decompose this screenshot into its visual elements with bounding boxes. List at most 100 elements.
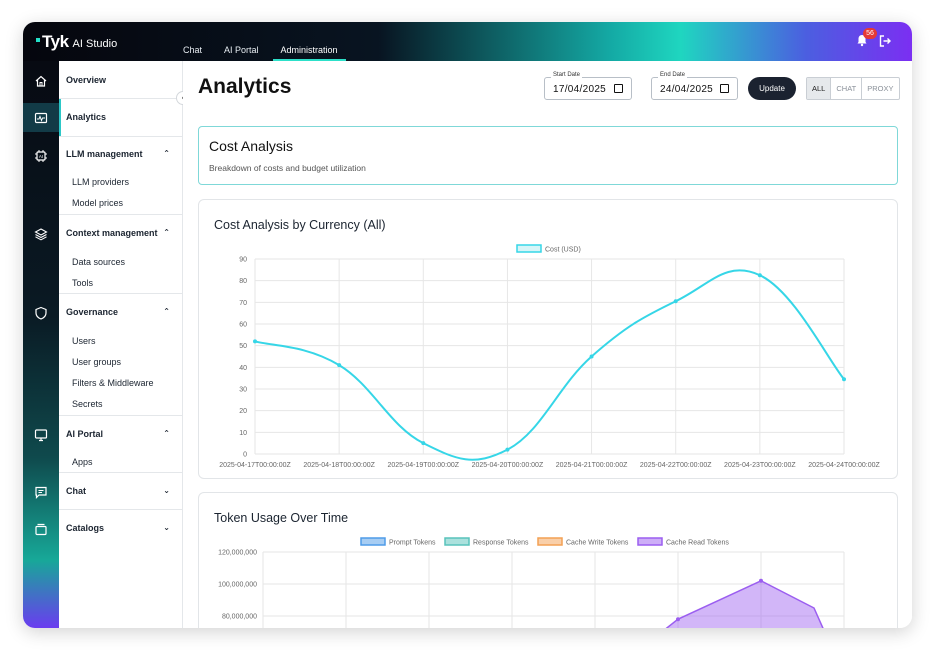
filter-proxy-button[interactable]: PROXY	[861, 78, 898, 99]
data-point	[505, 447, 510, 452]
y-tick-label: 120,000,000	[218, 550, 257, 557]
cost-analysis-subtitle: Breakdown of costs and budget utilizatio…	[209, 163, 366, 173]
y-tick-label: 10	[239, 430, 247, 437]
source-filter-group: ALL CHAT PROXY	[806, 77, 900, 100]
chevron-up-icon: ⌃	[163, 429, 170, 438]
main-content: Analytics Start Date 17/04/2025 End Date…	[183, 61, 912, 628]
cost-chart: Cost (USD) 0 10 20 30 40 50 60 70 80 90 2025-04-17T…	[219, 244, 881, 469]
logo[interactable]: Tyk AI Studio	[36, 32, 117, 52]
sidebar-item-ai-portal[interactable]: AI Portal ⌃	[66, 429, 170, 439]
data-point	[337, 363, 342, 368]
y-tick-label: 20	[239, 408, 247, 415]
top-bar: Tyk AI Studio Chat AI Portal Administrati…	[23, 22, 912, 61]
chevron-down-icon: ⌄	[163, 486, 170, 495]
data-point	[676, 617, 680, 622]
update-button[interactable]: Update	[748, 77, 796, 100]
sidebar-item-apps[interactable]: Apps	[72, 457, 93, 467]
calendar-icon[interactable]	[614, 84, 623, 93]
sidebar: Overview Analytics LLM management ⌃ LLM p…	[59, 61, 183, 628]
tab-ai-portal[interactable]: AI Portal	[224, 45, 259, 55]
notification-badge: 56	[863, 28, 877, 39]
x-tick-label: 2025-04-18T00:00:00Z	[303, 462, 375, 469]
sidebar-item-overview[interactable]: Overview	[66, 75, 107, 85]
monitor-icon[interactable]	[34, 428, 48, 442]
chat-icon[interactable]	[34, 485, 48, 499]
start-date-field[interactable]: Start Date 17/04/2025	[544, 72, 632, 100]
llm-chip-icon[interactable]: AI	[34, 149, 48, 163]
legend-swatch	[444, 537, 470, 546]
end-date-field[interactable]: End Date 24/04/2025	[651, 72, 738, 100]
legend-label: Prompt Tokens	[389, 540, 436, 547]
legend-label: Cache Read Tokens	[666, 540, 729, 547]
y-tick-label: 80	[239, 278, 247, 285]
tab-chat[interactable]: Chat	[183, 45, 203, 55]
sidebar-divider	[59, 293, 182, 294]
x-tick-label: 2025-04-21T00:00:00Z	[556, 462, 628, 469]
sidebar-item-model-prices[interactable]: Model prices	[72, 198, 124, 208]
x-tick-label: 2025-04-22T00:00:00Z	[640, 462, 712, 469]
y-tick-label: 100,000,000	[218, 582, 257, 589]
filter-chat-button[interactable]: CHAT	[830, 78, 861, 99]
sidebar-item-analytics[interactable]: Analytics	[66, 112, 107, 122]
y-tick-label: 70	[239, 300, 247, 307]
shield-icon[interactable]	[34, 306, 48, 320]
logout-icon[interactable]	[878, 34, 892, 48]
cost-chart-card: Cost Analysis by Currency (All) Cost (US…	[198, 199, 898, 479]
chevron-up-icon: ⌃	[163, 228, 170, 237]
sidebar-item-llm-management[interactable]: LLM management ⌃	[66, 149, 170, 159]
catalog-icon[interactable]	[34, 522, 48, 536]
y-tick-label: 50	[239, 343, 247, 350]
page-title: Analytics	[198, 75, 292, 98]
sidebar-item-catalogs[interactable]: Catalogs ⌄	[66, 523, 170, 533]
sidebar-item-users[interactable]: Users	[72, 336, 96, 346]
layers-icon[interactable]	[34, 227, 48, 241]
chevron-up-icon: ⌃	[163, 149, 170, 158]
x-tick-label: 2025-04-23T00:00:00Z	[724, 462, 796, 469]
y-tick-label: 40	[239, 365, 247, 372]
series-area-cache-read	[665, 579, 824, 628]
tab-administration[interactable]: Administration	[272, 45, 346, 61]
chevron-down-icon: ⌄	[163, 523, 170, 532]
cost-analysis-title: Cost Analysis	[209, 138, 294, 154]
x-tick-label: 2025-04-24T00:00:00Z	[808, 462, 880, 469]
token-chart-title: Token Usage Over Time	[214, 511, 349, 525]
sidebar-divider	[59, 98, 182, 99]
sidebar-item-llm-providers[interactable]: LLM providers	[72, 177, 130, 187]
sidebar-item-chat[interactable]: Chat ⌄	[66, 486, 170, 496]
analytics-icon[interactable]	[34, 111, 48, 125]
sidebar-item-secrets[interactable]: Secrets	[72, 399, 103, 409]
chevron-up-icon: ⌃	[163, 307, 170, 316]
x-tick-label: 2025-04-17T00:00:00Z	[219, 462, 291, 469]
filter-all-button[interactable]: ALL	[807, 78, 831, 99]
rail-active-indicator	[23, 103, 59, 132]
calendar-icon[interactable]	[720, 84, 729, 93]
sidebar-item-filters[interactable]: Filters & Middleware	[72, 378, 154, 388]
data-point	[673, 299, 678, 304]
sidebar-item-user-groups[interactable]: User groups	[72, 357, 122, 367]
cost-chart-title: Cost Analysis by Currency (All)	[214, 218, 386, 232]
legend-swatch	[637, 537, 663, 546]
chevron-left-icon: ‹	[182, 93, 185, 102]
legend-swatch	[516, 244, 542, 253]
y-tick-label: 30	[239, 387, 247, 394]
sidebar-divider	[59, 472, 182, 473]
legend-label: Response Tokens	[473, 540, 529, 547]
sidebar-item-context-management[interactable]: Context management ⌃	[66, 228, 170, 238]
icon-rail: AI	[23, 61, 59, 628]
home-icon[interactable]	[34, 74, 48, 88]
x-tick-label: 2025-04-20T00:00:00Z	[472, 462, 544, 469]
sidebar-item-data-sources[interactable]: Data sources	[72, 257, 126, 267]
token-chart-card: Token Usage Over Time Prompt Tokens Respo…	[198, 492, 898, 628]
token-chart: Prompt Tokens Response Tokens Cache Write …	[218, 537, 845, 628]
app-window: Tyk AI Studio Chat AI Portal Administrati…	[23, 22, 912, 628]
legend-label: Cost (USD)	[545, 247, 581, 254]
end-date-label: End Date	[658, 72, 688, 78]
data-point	[759, 578, 763, 583]
sidebar-item-tools[interactable]: Tools	[72, 278, 94, 288]
start-date-label: Start Date	[551, 72, 583, 78]
sidebar-divider	[59, 415, 182, 416]
legend-swatch	[360, 537, 386, 546]
sidebar-item-governance[interactable]: Governance ⌃	[66, 307, 170, 317]
top-tabs: Chat AI Portal Administration	[183, 45, 368, 61]
sidebar-divider	[59, 136, 182, 137]
